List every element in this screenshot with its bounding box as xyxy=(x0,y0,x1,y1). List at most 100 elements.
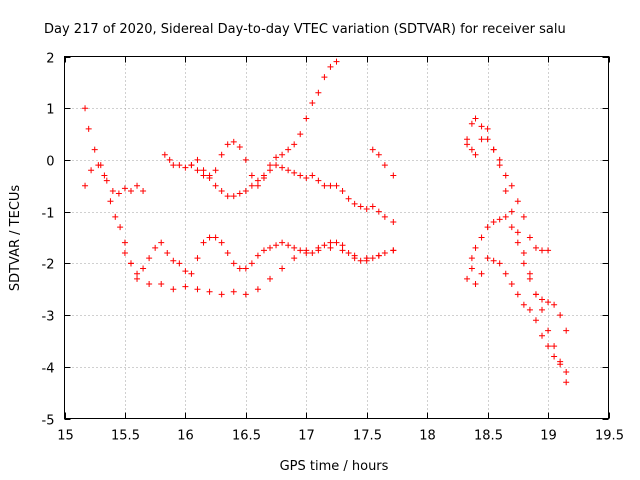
series-track-10 xyxy=(468,255,570,375)
data-point xyxy=(496,216,503,223)
data-point xyxy=(218,291,225,298)
y-axis-label: SDTVAR / TECUs xyxy=(8,185,23,292)
data-point xyxy=(532,291,539,298)
data-point xyxy=(502,187,509,194)
data-point xyxy=(381,250,388,257)
data-point xyxy=(297,172,304,179)
data-point xyxy=(200,167,207,174)
data-point xyxy=(146,255,153,262)
y-tick-label: 2 xyxy=(46,52,54,67)
data-point xyxy=(206,288,213,295)
data-point xyxy=(254,182,261,189)
grid-layer xyxy=(64,56,609,419)
data-point xyxy=(206,175,213,182)
data-point xyxy=(327,63,334,70)
data-point xyxy=(117,224,124,231)
data-point xyxy=(115,190,122,197)
data-point xyxy=(333,58,340,65)
data-point xyxy=(327,239,334,246)
data-point xyxy=(82,105,89,112)
data-point xyxy=(134,182,141,189)
series-track-7 xyxy=(464,115,552,254)
data-point xyxy=(95,162,102,169)
data-point xyxy=(357,203,364,210)
data-point xyxy=(333,182,340,189)
data-point xyxy=(333,239,340,246)
data-point xyxy=(134,275,141,282)
series-track-5 xyxy=(188,162,397,225)
data-point xyxy=(539,332,546,339)
data-point xyxy=(551,353,558,360)
data-point xyxy=(321,74,328,81)
data-point xyxy=(478,123,485,130)
data-point xyxy=(339,247,346,254)
data-point xyxy=(309,100,316,107)
data-point xyxy=(242,291,249,298)
data-point xyxy=(218,187,225,194)
y-tick-label: 0 xyxy=(46,155,54,170)
series-track-6 xyxy=(369,146,397,179)
data-point xyxy=(468,146,475,153)
data-point xyxy=(146,281,153,288)
data-point xyxy=(303,115,310,122)
y-tick-label: -4 xyxy=(42,362,55,377)
data-point xyxy=(351,200,358,207)
x-tick-label: 18 xyxy=(419,429,436,444)
data-point xyxy=(363,206,370,213)
data-point xyxy=(520,213,527,220)
data-point xyxy=(545,299,552,306)
data-point xyxy=(369,255,376,262)
data-point xyxy=(375,252,382,259)
data-point xyxy=(88,167,95,174)
data-point xyxy=(390,247,397,254)
data-point xyxy=(464,136,471,143)
data-point xyxy=(309,172,316,179)
data-point xyxy=(508,182,515,189)
data-point xyxy=(200,239,207,246)
data-point xyxy=(254,286,261,293)
data-point xyxy=(109,187,116,194)
data-point xyxy=(464,275,471,282)
data-point xyxy=(484,255,491,262)
data-marks xyxy=(82,58,570,386)
data-point xyxy=(472,244,479,251)
x-axis-label: GPS time / hours xyxy=(280,459,389,474)
data-point xyxy=(545,247,552,254)
data-point xyxy=(140,187,147,194)
data-point xyxy=(563,327,570,334)
x-tick-label: 15.5 xyxy=(111,429,140,444)
data-point xyxy=(206,234,213,241)
data-point xyxy=(103,177,110,184)
data-point xyxy=(291,244,298,251)
data-point xyxy=(532,244,539,251)
series-track-1 xyxy=(82,105,147,197)
data-point xyxy=(508,281,515,288)
data-point xyxy=(248,182,255,189)
data-point xyxy=(273,154,280,161)
data-point xyxy=(230,288,237,295)
data-point xyxy=(539,247,546,254)
data-point xyxy=(502,172,509,179)
data-point xyxy=(279,239,286,246)
data-point xyxy=(194,255,201,262)
data-point xyxy=(351,255,358,262)
y-tick-label: -5 xyxy=(42,414,55,429)
data-point xyxy=(390,218,397,225)
series-track-4 xyxy=(161,58,340,189)
data-point xyxy=(502,213,509,220)
data-point xyxy=(176,260,183,267)
data-point xyxy=(381,213,388,220)
data-point xyxy=(315,177,322,184)
series-track-8 xyxy=(464,125,570,386)
data-point xyxy=(267,244,274,251)
data-point xyxy=(230,138,237,145)
data-point xyxy=(490,257,497,264)
data-point xyxy=(339,242,346,249)
y-tick-label: -2 xyxy=(42,258,55,273)
data-point xyxy=(490,218,497,225)
data-point xyxy=(224,193,231,200)
data-point xyxy=(291,255,298,262)
data-point xyxy=(273,162,280,169)
data-point xyxy=(508,208,515,215)
data-point xyxy=(315,89,322,96)
